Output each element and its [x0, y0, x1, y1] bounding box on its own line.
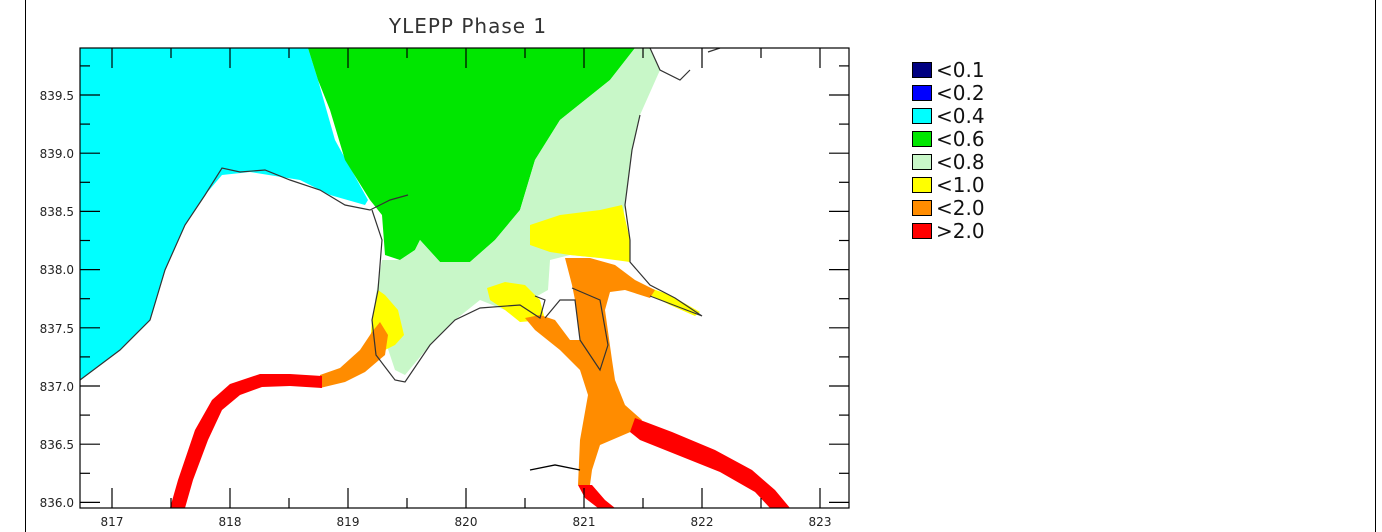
- legend-swatch: [912, 199, 932, 216]
- legend-item: <1.0: [912, 173, 985, 196]
- zone-lt-1-0-arm: [650, 288, 700, 316]
- contour-layer: [80, 48, 790, 508]
- shoreline-centre: [371, 209, 546, 383]
- plot-frame: [79, 47, 850, 509]
- legend-item: <2.0: [912, 196, 985, 219]
- legend-label: <0.6: [936, 126, 985, 151]
- frame-right-border: [1375, 0, 1376, 532]
- frame-left-border: [25, 0, 26, 532]
- y-tick-label: 839.0: [40, 147, 74, 161]
- legend-item: <0.1: [912, 58, 985, 81]
- y-tick-label: 837.0: [40, 380, 74, 394]
- zone-lt-2-0-channel: [525, 258, 655, 485]
- legend-item: <0.6: [912, 127, 985, 150]
- shoreline-inlet: [529, 464, 581, 471]
- x-tick-label: 819: [337, 515, 360, 529]
- zone-gt-2-0-east: [630, 418, 790, 508]
- zone-gt-2-0-south: [578, 485, 615, 508]
- legend-label: <2.0: [936, 195, 985, 220]
- map-title: YLEPP Phase 1: [388, 14, 548, 38]
- x-tick-label: 817: [101, 515, 124, 529]
- legend-label: <0.8: [936, 149, 985, 174]
- y-tick-label: 838.0: [40, 263, 74, 277]
- shoreline-east: [624, 48, 703, 317]
- x-tick-label: 820: [455, 515, 478, 529]
- x-tick-label: 823: [809, 515, 832, 529]
- zone-lt-0-6: [308, 48, 635, 262]
- shoreline-north-east: [707, 48, 721, 53]
- zone-lt-1-0-north: [530, 205, 630, 262]
- legend: <0.1 <0.2 <0.4 <0.6 <0.8 <1.0 <2.0 >2.0: [912, 58, 985, 242]
- legend-label: <0.1: [936, 57, 985, 82]
- zone-lt-0-4: [80, 48, 368, 380]
- legend-item: <0.2: [912, 81, 985, 104]
- legend-item: >2.0: [912, 219, 985, 242]
- zone-lt-2-0-west: [320, 322, 388, 388]
- shoreline-west: [80, 167, 409, 381]
- legend-swatch: [912, 107, 932, 124]
- legend-swatch: [912, 222, 932, 239]
- legend-swatch: [912, 61, 932, 78]
- shoreline-channel: [544, 287, 609, 372]
- legend-label: <1.0: [936, 172, 985, 197]
- x-axis-labels: 817 818 819 820 821 822 823: [101, 515, 832, 529]
- y-tick-label: 839.5: [40, 89, 74, 103]
- y-tick-label: 838.5: [40, 205, 74, 219]
- legend-swatch: [912, 84, 932, 101]
- legend-label: <0.2: [936, 80, 985, 105]
- legend-item: <0.8: [912, 150, 985, 173]
- y-tick-label: 836.5: [40, 438, 74, 452]
- legend-swatch: [912, 153, 932, 170]
- y-tick-label: 836.0: [40, 496, 74, 510]
- legend-label: >2.0: [936, 218, 985, 243]
- x-tick-label: 818: [219, 515, 242, 529]
- legend-swatch: [912, 130, 932, 147]
- x-tick-label: 822: [691, 515, 714, 529]
- axis-ticks: [80, 48, 849, 508]
- legend-item: <0.4: [912, 104, 985, 127]
- y-tick-label: 837.5: [40, 322, 74, 336]
- x-tick-label: 821: [573, 515, 596, 529]
- zone-gt-2-0-west: [170, 374, 322, 508]
- legend-swatch: [912, 176, 932, 193]
- legend-label: <0.4: [936, 103, 985, 128]
- y-axis-labels: 839.5 839.0 838.5 838.0 837.5 837.0 836.…: [40, 89, 74, 510]
- zone-lt-0-8: [375, 48, 660, 375]
